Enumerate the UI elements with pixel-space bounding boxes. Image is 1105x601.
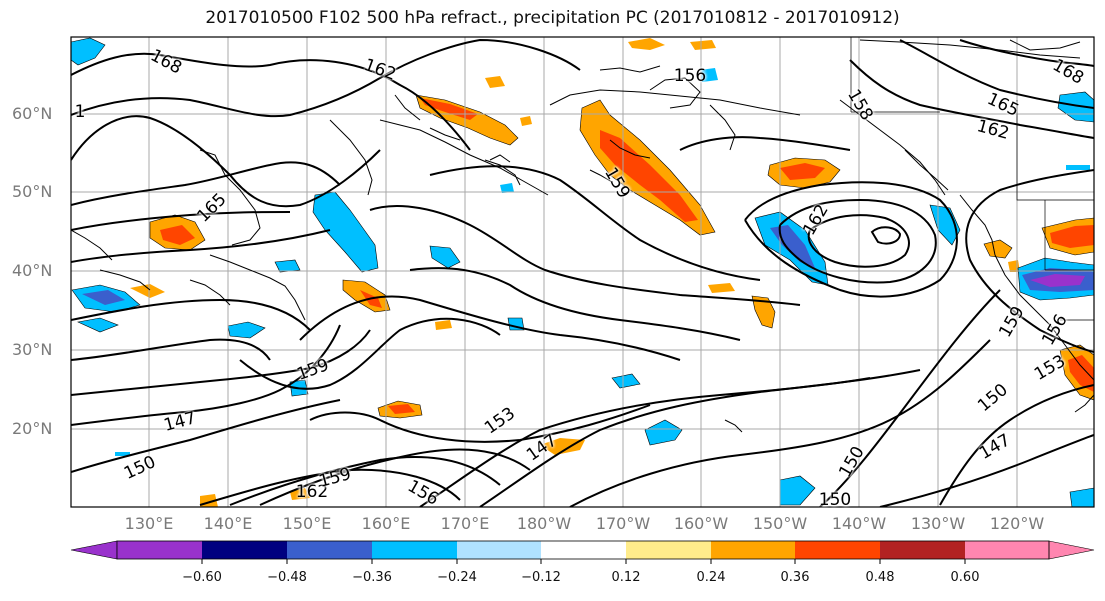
contour-label: 156 <box>673 66 707 86</box>
lat-label: 40°N <box>12 261 53 280</box>
lat-label: 20°N <box>12 419 53 438</box>
map-frame <box>70 36 1095 508</box>
colorbar-segment <box>70 540 118 560</box>
colorbar-segment <box>880 541 965 559</box>
lon-label: 160°W <box>673 514 729 533</box>
map-plot-area <box>71 37 1094 507</box>
colorbar-segment <box>287 541 372 559</box>
colorbar-tick-label: 0.12 <box>611 570 641 585</box>
colorbar-segment <box>965 541 1049 559</box>
colorbar-tick-label: 0.24 <box>696 570 726 585</box>
lon-label: 130°E <box>124 514 174 533</box>
colorbar-segment <box>1048 540 1095 560</box>
lon-label: 130°W <box>910 514 966 533</box>
colorbar-segment <box>626 541 711 559</box>
colorbar-tick-label: −0.36 <box>352 570 392 585</box>
lon-label: 140°E <box>203 514 253 533</box>
colorbar-segment <box>457 541 541 559</box>
colorbar-tick-label: 0.48 <box>865 570 895 585</box>
colorbar-segment <box>795 541 880 559</box>
lat-label: 30°N <box>12 340 53 359</box>
lon-label: 160°E <box>361 514 411 533</box>
political-borders <box>850 37 1094 321</box>
colorbar-tick-label: −0.24 <box>437 570 477 585</box>
lon-label: 170°W <box>595 514 651 533</box>
contour-lines <box>71 38 1094 507</box>
lon-label: 140°W <box>831 514 887 533</box>
lon-label: 150°W <box>752 514 808 533</box>
colorbar-segment <box>372 541 457 559</box>
colorbar-segment <box>202 541 287 559</box>
lat-label: 50°N <box>12 182 53 201</box>
contour-label: 150 <box>818 490 852 510</box>
precip-negative-shading <box>71 37 1094 507</box>
lon-label: 150°E <box>282 514 332 533</box>
contour-label: 1 <box>74 102 86 122</box>
lon-label: 120°W <box>989 514 1045 533</box>
lon-label: 170°E <box>440 514 490 533</box>
colorbar-tick-label: 0.36 <box>780 570 810 585</box>
map-title: 2017010500 F102 500 hPa refract., precip… <box>205 8 900 28</box>
contour-label: 162 <box>295 482 329 502</box>
colorbar-tick-label: −0.48 <box>267 570 307 585</box>
colorbar-tick-label: −0.12 <box>521 570 561 585</box>
lon-label: 180°W <box>516 514 572 533</box>
colorbar-segment <box>117 541 202 559</box>
colorbar-tick-label: 0.60 <box>950 570 980 585</box>
lat-label: 60°N <box>12 104 53 123</box>
colorbar-segment <box>711 541 795 559</box>
colorbar <box>70 540 1095 564</box>
precip-positive-shading <box>130 38 1094 507</box>
coastlines <box>71 39 1094 433</box>
colorbar-tick-label: −0.60 <box>182 570 222 585</box>
colorbar-segment <box>541 541 626 559</box>
